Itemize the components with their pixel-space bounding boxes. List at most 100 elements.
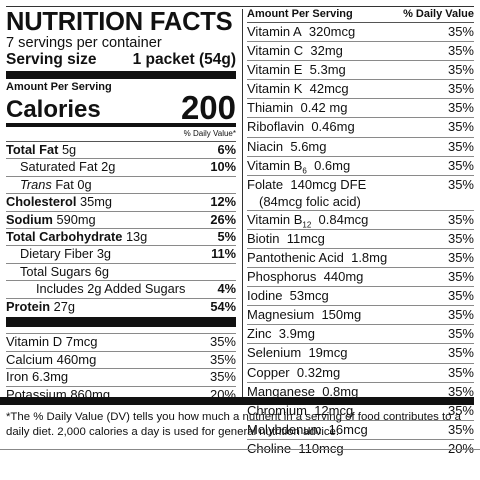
nutrient-amount: 6g [94, 263, 109, 279]
vitamin-amount: 460mg [56, 351, 97, 367]
serving-size-row: Serving size 1 packet (54g) [6, 51, 236, 69]
bottom-divider [0, 397, 474, 405]
nutrient-row-saturated-fat: Saturated Fat 2g 10% [6, 159, 236, 177]
nutrient-amount: 2g [101, 159, 116, 175]
micronutrient-row: Thiamin 0.42 mg 35% [247, 99, 474, 119]
micronutrient-name: Pantothenic Acid [247, 249, 344, 265]
micronutrient-name: Selenium [247, 345, 302, 361]
micronutrient-name: Riboflavin [247, 119, 305, 135]
micronutrient-dv: 35% [447, 249, 474, 265]
micronutrient-dv: 35% [447, 402, 474, 418]
micronutrient-subscript: 12 [302, 220, 312, 230]
micronutrient-row: Choline 110mcg 20% [247, 440, 474, 458]
right-column: Amount Per Serving % Daily Value Vitamin… [247, 7, 474, 458]
micronutrient-amount: 19mcg [308, 345, 348, 361]
nutrient-name: Cholesterol [6, 194, 77, 210]
nutrient-row-dietary-fiber: Dietary Fiber 3g 11% [6, 246, 236, 264]
micronutrient-row: Manganese 0.8mg 35% [247, 383, 474, 402]
micronutrient-dv: 35% [447, 138, 474, 154]
vitamin-row: Calcium 460mg 35% [6, 352, 236, 370]
nutrient-row-protein: Protein 27g 54% [6, 299, 236, 315]
bottom-rule [0, 449, 480, 450]
medium-divider [6, 123, 236, 127]
nutrient-amount: 0g [77, 176, 92, 192]
micronutrient-name: Vitamin C [247, 43, 304, 59]
vitamin-dv: 35% [209, 369, 236, 385]
micronutrient-subscript: 6 [302, 166, 307, 176]
micronutrient-name: Magnesium [247, 307, 315, 323]
nutrient-amount: 27g [53, 298, 76, 314]
micronutrient-row: Folate 140mcg DFE (84mcg folic acid) 35% [247, 176, 474, 211]
micronutrient-amount: 150mg [321, 307, 362, 323]
nutrient-row-total-sugars: Total Sugars 6g [6, 263, 236, 282]
nutrient-name: Sodium [6, 211, 53, 227]
column-separator [242, 9, 243, 404]
micronutrient-row: Riboflavin 0.46mg 35% [247, 118, 474, 138]
micronutrient-dv: 35% [447, 307, 474, 323]
micronutrient-dv: 35% [447, 211, 474, 227]
nutrient-name: Trans [20, 176, 52, 192]
micronutrient-row: Vitamin E 5.3mg 35% [247, 61, 474, 81]
micronutrient-dv: 35% [447, 345, 474, 361]
nutrient-name: Protein [6, 298, 51, 314]
vitamin-name: Vitamin D [6, 333, 63, 349]
calories-value: 200 [180, 89, 236, 126]
micronutrient-dv: 35% [447, 364, 474, 380]
heavy-divider [6, 316, 236, 327]
micronutrient-row: Vitamin C 32mg 35% [247, 42, 474, 62]
micronutrient-amount: 110mcg [298, 440, 344, 456]
micronutrient-dv: 20% [447, 440, 474, 456]
nutrient-name: Total Fat [6, 142, 59, 157]
label-title: NUTRITION FACTS [6, 8, 233, 36]
nutrient-name: Dietary Fiber [20, 246, 94, 262]
micronutrient-dv: 35% [447, 24, 474, 39]
micronutrient-amount: 16mcg [328, 421, 368, 437]
micronutrient-dv: 35% [447, 288, 474, 304]
micronutrient-amount: 1.8mg [351, 249, 388, 265]
micronutrient-dv: 35% [447, 269, 474, 285]
vitamin-dv: 35% [209, 333, 236, 349]
servings-per-container: 7 servings per container [6, 35, 162, 51]
spacer [6, 327, 236, 334]
micronutrient-row: Selenium 19mcg 35% [247, 344, 474, 364]
micronutrient-amount: 0.6mg [314, 157, 351, 173]
micronutrient-row: Zinc 3.9mg 35% [247, 325, 474, 345]
micronutrient-amount: 0.46mg [311, 119, 355, 135]
micronutrient-row: Molybdenum 16mcg 35% [247, 421, 474, 440]
micronutrient-dv: 35% [447, 62, 474, 78]
micronutrient-name: Biotin [247, 230, 280, 246]
daily-value-footnote: *The % Daily Value (DV) tells you how mu… [6, 411, 462, 438]
micronutrient-name: Choline [247, 440, 292, 456]
nutrient-amount: 3g [96, 246, 112, 262]
daily-value-heading: % Daily Value* [6, 127, 236, 142]
nutrition-facts-panel: NUTRITION FACTS 7 servings per container… [6, 6, 474, 456]
micronutrient-row: Vitamin B12 0.84mcg 35% [247, 211, 474, 230]
right-amount-heading: Amount Per Serving [247, 8, 353, 20]
serving-size-label: Serving size [6, 51, 97, 68]
micronutrient-name: Iodine [247, 288, 283, 304]
micronutrient-list: Vitamin A 320mcg 35% Vitamin C 32mg 35% Vita… [247, 23, 474, 458]
micronutrient-amount: 0.84mcg [318, 211, 369, 227]
nutrient-dv: 5% [217, 228, 237, 244]
micronutrient-row: Iodine 53mcg 35% [247, 287, 474, 307]
micronutrient-dv: 35% [447, 81, 474, 97]
nutrient-row-sodium: Sodium 590mg 26% [6, 212, 236, 229]
serving-size-value: 1 packet (54g) [132, 51, 236, 68]
nutrient-amount: 35mg [79, 194, 112, 210]
nutrient-dv: 26% [210, 211, 236, 227]
micronutrient-dv: 35% [447, 100, 474, 116]
micronutrient-name: Copper [247, 364, 290, 380]
micronutrient-name: Thiamin [247, 100, 294, 116]
vitamin-name: Iron [6, 369, 29, 385]
micronutrient-row: Vitamin B6 0.6mg 35% [247, 157, 474, 176]
micronutrient-row: Magnesium 150mg 35% [247, 306, 474, 326]
nutrient-name: Includes 2g Added Sugars [36, 281, 186, 297]
micronutrient-row: Vitamin K 42mcg 35% [247, 80, 474, 100]
nutrient-name: Total Carbohydrate [6, 228, 123, 244]
amount-per-serving: Amount Per Serving [6, 81, 112, 93]
nutrient-name-suffix: Fat [51, 176, 74, 192]
micronutrient-amount: 32mg [310, 43, 343, 59]
micronutrient-amount: 3.9mg [278, 326, 315, 342]
micronutrient-row: Phosphorus 440mg 35% [247, 268, 474, 288]
left-vitamin-list: Vitamin D 7mcg 35% Calcium 460mg 35% Iro… [6, 334, 236, 405]
